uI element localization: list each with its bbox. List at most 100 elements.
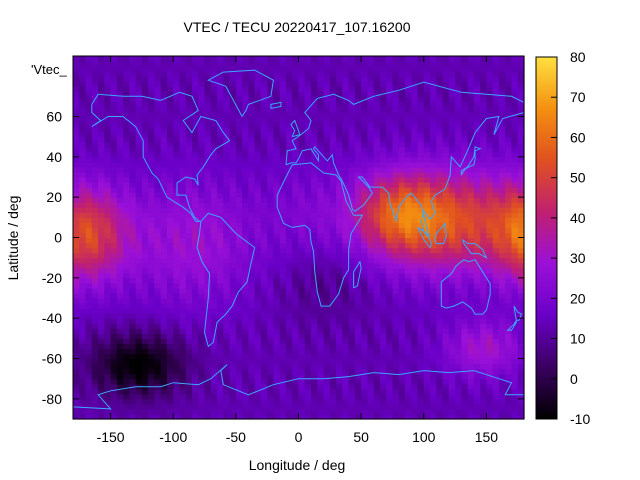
heatmap-cell: [85, 353, 93, 360]
heatmap-cell: [210, 403, 218, 410]
heatmap-cell: [229, 212, 237, 218]
heatmap-cell: [285, 151, 293, 158]
heatmap-cell: [254, 91, 262, 97]
heatmap-cell: [354, 383, 362, 390]
heatmap-cell: [198, 187, 206, 193]
heatmap-cell: [354, 338, 362, 344]
heatmap-cell: [235, 151, 243, 158]
heatmap-cell: [467, 212, 475, 218]
heatmap-cell: [173, 116, 181, 123]
heatmap-cell: [273, 413, 281, 420]
heatmap-cell: [436, 237, 444, 244]
heatmap-cell: [473, 403, 481, 410]
heatmap-cell: [210, 126, 218, 133]
heatmap-cell: [423, 116, 431, 123]
heatmap-cell: [329, 368, 337, 375]
heatmap-cell: [204, 242, 212, 249]
heatmap-cell: [379, 146, 387, 153]
heatmap-cell: [210, 156, 218, 163]
heatmap-cell: [254, 353, 262, 360]
heatmap-cell: [367, 151, 375, 158]
heatmap-cell: [217, 232, 224, 239]
heatmap-cell: [455, 298, 462, 304]
heatmap-cell: [392, 343, 400, 350]
heatmap-cell: [160, 222, 168, 229]
heatmap-cell: [148, 303, 156, 309]
heatmap-cell: [135, 116, 143, 123]
heatmap-cell: [505, 298, 513, 304]
heatmap-cell: [417, 101, 425, 108]
heatmap-cell: [173, 56, 181, 62]
heatmap-cell: [248, 237, 256, 244]
heatmap-cell: [141, 86, 149, 92]
heatmap-cell: [492, 141, 500, 148]
heatmap-cell: [229, 56, 237, 62]
heatmap-cell: [248, 267, 256, 274]
heatmap-cell: [173, 378, 181, 385]
heatmap-cell: [248, 232, 256, 239]
heatmap-cell: [323, 378, 331, 385]
heatmap-cell: [317, 76, 325, 82]
heatmap-cell: [473, 202, 481, 208]
heatmap-cell: [386, 237, 394, 244]
heatmap-cell: [404, 136, 412, 143]
heatmap-cell: [79, 298, 87, 304]
heatmap-cell: [166, 151, 174, 158]
heatmap-cell: [298, 202, 306, 208]
heatmap-cell: [323, 328, 331, 334]
heatmap-cell: [248, 388, 256, 395]
heatmap-cell: [229, 81, 237, 87]
heatmap-cell: [192, 91, 199, 97]
heatmap-cell: [436, 252, 444, 259]
heatmap-cell: [448, 156, 456, 163]
heatmap-cell: [148, 131, 156, 138]
heatmap-cell: [160, 61, 168, 67]
heatmap-cell: [348, 343, 356, 350]
heatmap-cell: [285, 187, 293, 193]
heatmap-cell: [110, 277, 118, 284]
heatmap-cell: [198, 282, 206, 289]
heatmap-cell: [404, 242, 412, 249]
heatmap-cell: [91, 212, 99, 218]
heatmap-cell: [298, 91, 306, 97]
heatmap-cell: [116, 222, 124, 229]
heatmap-cell: [185, 146, 193, 153]
heatmap-cell: [317, 318, 325, 324]
heatmap-cell: [298, 318, 306, 324]
heatmap-cell: [423, 76, 431, 82]
heatmap-cell: [260, 121, 268, 128]
heatmap-cell: [323, 116, 331, 123]
heatmap-cell: [154, 282, 162, 289]
heatmap-cell: [436, 161, 444, 168]
heatmap-cell: [160, 262, 168, 269]
heatmap-cell: [79, 106, 87, 113]
heatmap-cell: [461, 277, 469, 284]
heatmap-cell: [492, 313, 500, 319]
heatmap-cell: [79, 328, 87, 334]
heatmap-cell: [398, 182, 406, 188]
heatmap-cell: [480, 187, 488, 193]
heatmap-cell: [361, 388, 368, 395]
heatmap-cell: [173, 408, 181, 415]
heatmap-cell: [461, 161, 469, 168]
heatmap-cell: [192, 262, 199, 269]
heatmap-cell: [379, 86, 387, 92]
heatmap-cell: [473, 217, 481, 223]
heatmap-cell: [448, 111, 456, 118]
heatmap-cell: [242, 217, 249, 223]
heatmap-cell: [85, 197, 93, 203]
heatmap-cell: [185, 257, 193, 264]
heatmap-cell: [417, 383, 425, 390]
heatmap-cell: [361, 96, 368, 102]
heatmap-cell: [254, 192, 262, 198]
heatmap-cell: [254, 328, 262, 334]
heatmap-cell: [279, 96, 287, 102]
heatmap-cell: [260, 76, 268, 82]
heatmap-cell: [148, 66, 156, 72]
heatmap-cell: [229, 393, 237, 400]
heatmap-cell: [79, 282, 87, 289]
heatmap-cell: [279, 101, 287, 108]
heatmap-cell: [411, 403, 419, 410]
heatmap-cell: [354, 308, 362, 314]
heatmap-cell: [229, 343, 237, 350]
